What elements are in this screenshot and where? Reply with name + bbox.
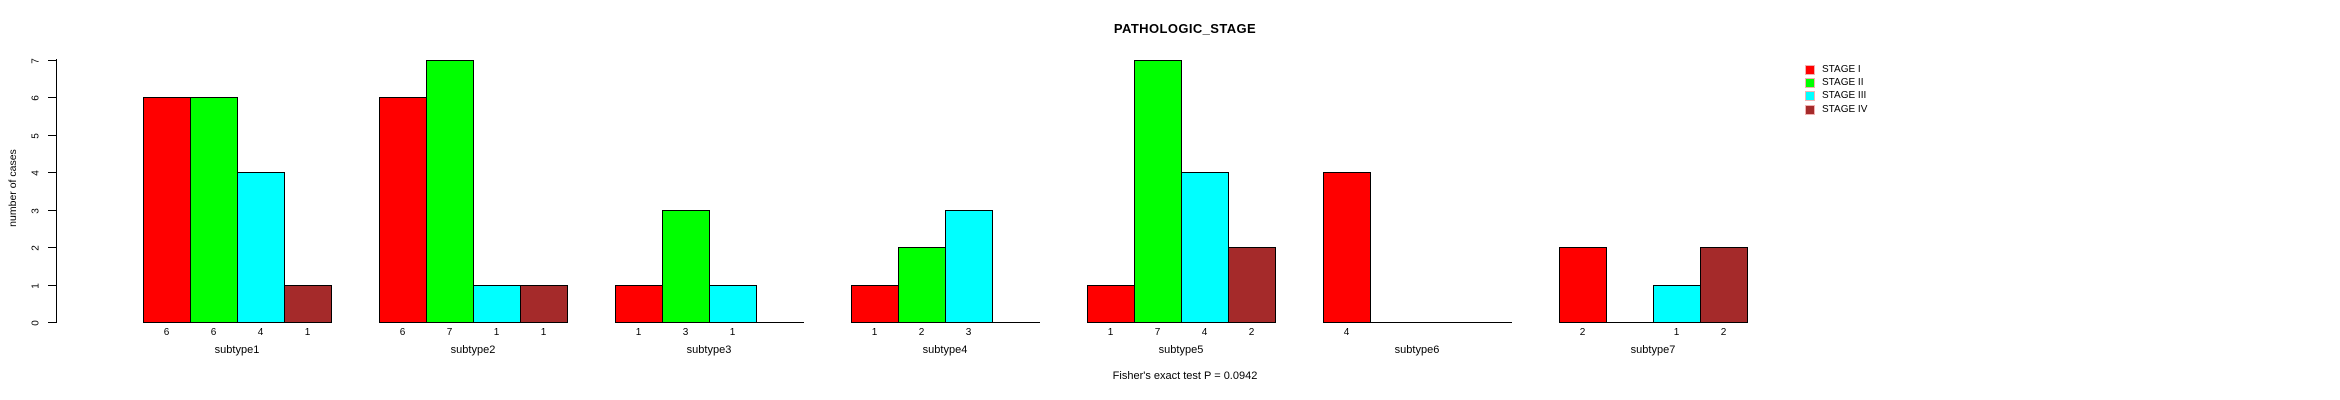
y-axis-label: number of cases <box>7 149 19 227</box>
y-tick-label: 4 <box>30 169 42 176</box>
bar-subtype1-stage-ii <box>190 97 238 323</box>
bar-value-label: 1 <box>1673 327 1680 338</box>
zero-bar-subtype4-stage-iv <box>992 322 1040 323</box>
bar-subtype4-stage-iii <box>945 210 993 323</box>
legend-label-stage-i: STAGE I <box>1822 64 1861 75</box>
bar-subtype5-stage-iv <box>1228 247 1276 323</box>
legend-label-stage-iii: STAGE III <box>1822 90 1867 101</box>
bar-subtype1-stage-i <box>143 97 191 323</box>
x-category-label-subtype7: subtype7 <box>1630 344 1676 356</box>
bar-subtype5-stage-ii <box>1134 60 1182 323</box>
y-tick <box>48 210 57 211</box>
y-tick <box>48 172 57 173</box>
bar-subtype3-stage-iii <box>709 285 757 323</box>
legend-swatch-stage-ii <box>1805 78 1815 88</box>
bar-value-label: 1 <box>304 327 311 338</box>
x-category-label-subtype1: subtype1 <box>214 344 260 356</box>
bar-value-label: 2 <box>1720 327 1727 338</box>
zero-bar-subtype7-stage-ii <box>1606 322 1654 323</box>
bar-subtype4-stage-i <box>851 285 899 323</box>
x-category-label-subtype6: subtype6 <box>1394 344 1440 356</box>
y-tick-label: 7 <box>30 57 42 64</box>
bar-value-label: 2 <box>1248 327 1255 338</box>
bar-value-label: 4 <box>257 327 264 338</box>
zero-bar-subtype3-stage-iv <box>756 322 804 323</box>
bar-value-label: 6 <box>163 327 170 338</box>
bar-value-label: 4 <box>1343 327 1350 338</box>
bar-subtype1-stage-iv <box>284 285 332 323</box>
bar-value-label: 1 <box>871 327 878 338</box>
y-tick <box>48 97 57 98</box>
bar-value-label: 1 <box>1107 327 1114 338</box>
legend-swatch-stage-iv <box>1805 105 1815 115</box>
bar-value-label: 4 <box>1201 327 1208 338</box>
zero-bar-subtype6-stage-ii <box>1370 322 1418 323</box>
bar-subtype7-stage-i <box>1559 247 1607 323</box>
x-category-label-subtype5: subtype5 <box>1158 344 1204 356</box>
bar-value-label: 1 <box>493 327 500 338</box>
bar-subtype2-stage-ii <box>426 60 474 323</box>
zero-bar-subtype6-stage-iii <box>1417 322 1465 323</box>
bar-subtype1-stage-iii <box>237 172 285 323</box>
bar-subtype2-stage-iii <box>473 285 521 323</box>
x-category-label-subtype3: subtype3 <box>686 344 732 356</box>
bar-value-label: 7 <box>1154 327 1161 338</box>
bar-value-label: 6 <box>210 327 217 338</box>
y-tick-label: 2 <box>30 244 42 251</box>
fisher-test-caption: Fisher's exact test P = 0.0942 <box>1112 370 1258 382</box>
y-tick-label: 1 <box>30 282 42 289</box>
x-category-label-subtype2: subtype2 <box>450 344 496 356</box>
y-tick <box>48 135 57 136</box>
y-tick-label: 5 <box>30 132 42 139</box>
bar-subtype2-stage-iv <box>520 285 568 323</box>
bar-subtype2-stage-i <box>379 97 427 323</box>
y-axis-line <box>56 59 57 323</box>
y-tick <box>48 60 57 61</box>
bar-value-label: 3 <box>682 327 689 338</box>
bar-value-label: 3 <box>965 327 972 338</box>
chart-title: PATHOLOGIC_STAGE <box>1113 21 1257 36</box>
bar-subtype7-stage-iii <box>1653 285 1701 323</box>
legend-label-stage-iv: STAGE IV <box>1822 104 1868 115</box>
bar-subtype4-stage-ii <box>898 247 946 323</box>
x-category-label-subtype4: subtype4 <box>922 344 968 356</box>
y-tick <box>48 285 57 286</box>
bar-value-label: 6 <box>399 327 406 338</box>
bar-subtype6-stage-i <box>1323 172 1371 323</box>
bar-value-label: 1 <box>635 327 642 338</box>
bar-value-label: 2 <box>1579 327 1586 338</box>
bar-subtype5-stage-i <box>1087 285 1135 323</box>
legend-label-stage-ii: STAGE II <box>1822 77 1864 88</box>
bar-subtype3-stage-ii <box>662 210 710 323</box>
bar-value-label: 1 <box>540 327 547 338</box>
bar-subtype7-stage-iv <box>1700 247 1748 323</box>
bar-value-label: 2 <box>918 327 925 338</box>
y-tick-label: 6 <box>30 94 42 101</box>
bar-subtype5-stage-iii <box>1181 172 1229 323</box>
zero-bar-subtype6-stage-iv <box>1464 322 1512 323</box>
y-tick <box>48 247 57 248</box>
legend-swatch-stage-iii <box>1805 91 1815 101</box>
y-tick-label: 0 <box>30 319 42 326</box>
bar-subtype3-stage-i <box>615 285 663 323</box>
bar-value-label: 7 <box>446 327 453 338</box>
y-tick-label: 3 <box>30 207 42 214</box>
legend-swatch-stage-i <box>1805 65 1815 75</box>
y-tick <box>48 322 57 323</box>
bar-value-label: 1 <box>729 327 736 338</box>
